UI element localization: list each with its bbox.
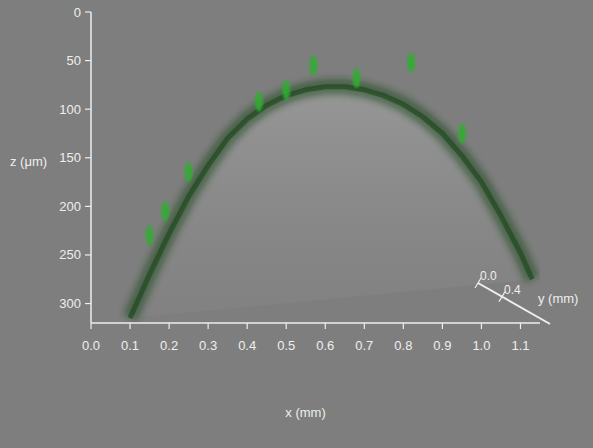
x-tick xyxy=(208,323,209,329)
fluorescent-spot xyxy=(282,80,290,100)
x-tick-label: 0.6 xyxy=(316,338,334,353)
y-tick-label: 0 xyxy=(74,5,81,20)
x-tick xyxy=(129,323,130,329)
fluorescent-spot xyxy=(185,162,193,182)
depth-tick-label: 0.0 xyxy=(480,269,497,283)
y-tick xyxy=(85,254,91,255)
x-tick xyxy=(90,323,91,329)
x-tick xyxy=(403,323,404,329)
depth-axis-title: y (mm) xyxy=(538,291,578,306)
fluorescent-spot xyxy=(407,53,415,73)
x-axis-line xyxy=(91,322,540,324)
fluorescent-spot xyxy=(458,124,466,144)
y-tick xyxy=(85,303,91,304)
y-tick xyxy=(85,206,91,207)
x-tick xyxy=(286,323,287,329)
y-tick xyxy=(85,11,91,12)
x-tick xyxy=(247,323,248,329)
y-tick-label: 150 xyxy=(59,150,81,165)
x-tick xyxy=(481,323,482,329)
fluorescent-spot xyxy=(146,226,154,246)
x-tick xyxy=(520,323,521,329)
y-axis-title: z (μm) xyxy=(10,154,47,169)
y-tick-label: 100 xyxy=(59,102,81,117)
x-tick xyxy=(364,323,365,329)
dome-fill xyxy=(130,87,532,318)
x-tick xyxy=(442,323,443,329)
y-tick xyxy=(85,109,91,110)
x-tick-label: 0.8 xyxy=(394,338,412,353)
x-tick-label: 0.4 xyxy=(238,338,256,353)
chart: 0 50 100 150 200 250 300 z (μm) 0.0 0.1 0.2 0.3 0.4 0… xyxy=(0,0,593,448)
y-tick-label: 50 xyxy=(67,53,81,68)
fluorescent-spot xyxy=(255,91,263,111)
y-tick xyxy=(85,157,91,158)
y-tick-label: 250 xyxy=(59,247,81,262)
x-tick-label: 0.5 xyxy=(277,338,295,353)
x-tick-label: 0.9 xyxy=(433,338,451,353)
fluorescent-spot xyxy=(353,68,361,88)
fluorescent-spot xyxy=(161,201,169,221)
background xyxy=(0,0,593,448)
dome-surface xyxy=(130,87,532,318)
y-tick-label: 200 xyxy=(59,199,81,214)
x-tick-label: 0.7 xyxy=(355,338,373,353)
x-tick xyxy=(168,323,169,329)
x-tick-label: 1.1 xyxy=(511,338,529,353)
x-axis-title: x (mm) xyxy=(285,405,325,420)
x-tick-label: 0.3 xyxy=(199,338,217,353)
dome-band xyxy=(130,87,532,318)
y-tick xyxy=(85,60,91,61)
x-tick-label: 0.1 xyxy=(121,338,139,353)
y-tick-label: 300 xyxy=(59,296,81,311)
x-tick-label: 0.2 xyxy=(160,338,178,353)
x-tick-label: 1.0 xyxy=(472,338,490,353)
x-tick-label: 0.0 xyxy=(82,338,100,353)
depth-tick-label: 0.4 xyxy=(504,283,521,297)
x-tick xyxy=(325,323,326,329)
fluorescent-spot xyxy=(310,56,318,76)
y-axis-line xyxy=(90,12,92,323)
plot-area xyxy=(130,53,532,319)
